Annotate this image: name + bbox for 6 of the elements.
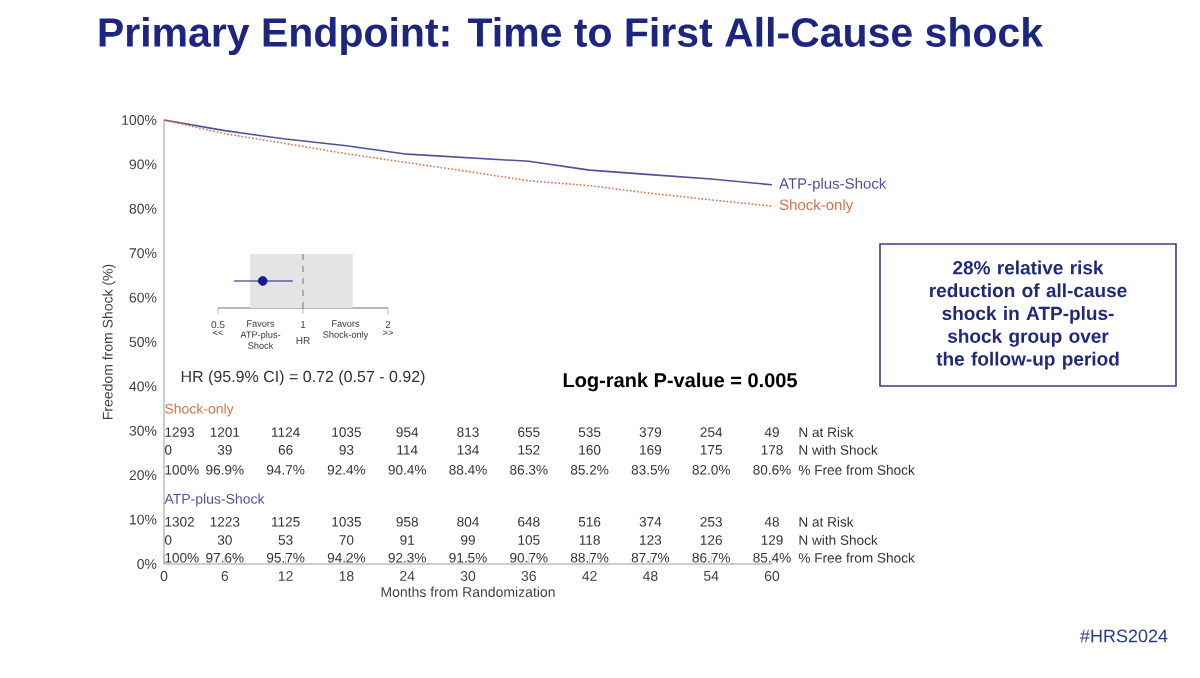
annotation: Log-rank P-value = 0.005: [563, 372, 797, 392]
annotation: HR (95.9% CI) = 0.72 (0.57 - 0.92): [181, 370, 425, 386]
text: 28% relative risk reduction of all-cause shock in ATP-plus-shock group over the follow-up period: [930, 260, 1127, 370]
text: #HRS2024: [1080, 629, 1168, 643]
chart-title: Primary Endpoint: Time to First All-Cause shock: [99, 16, 1044, 56]
line-series: [163, 119, 773, 207]
